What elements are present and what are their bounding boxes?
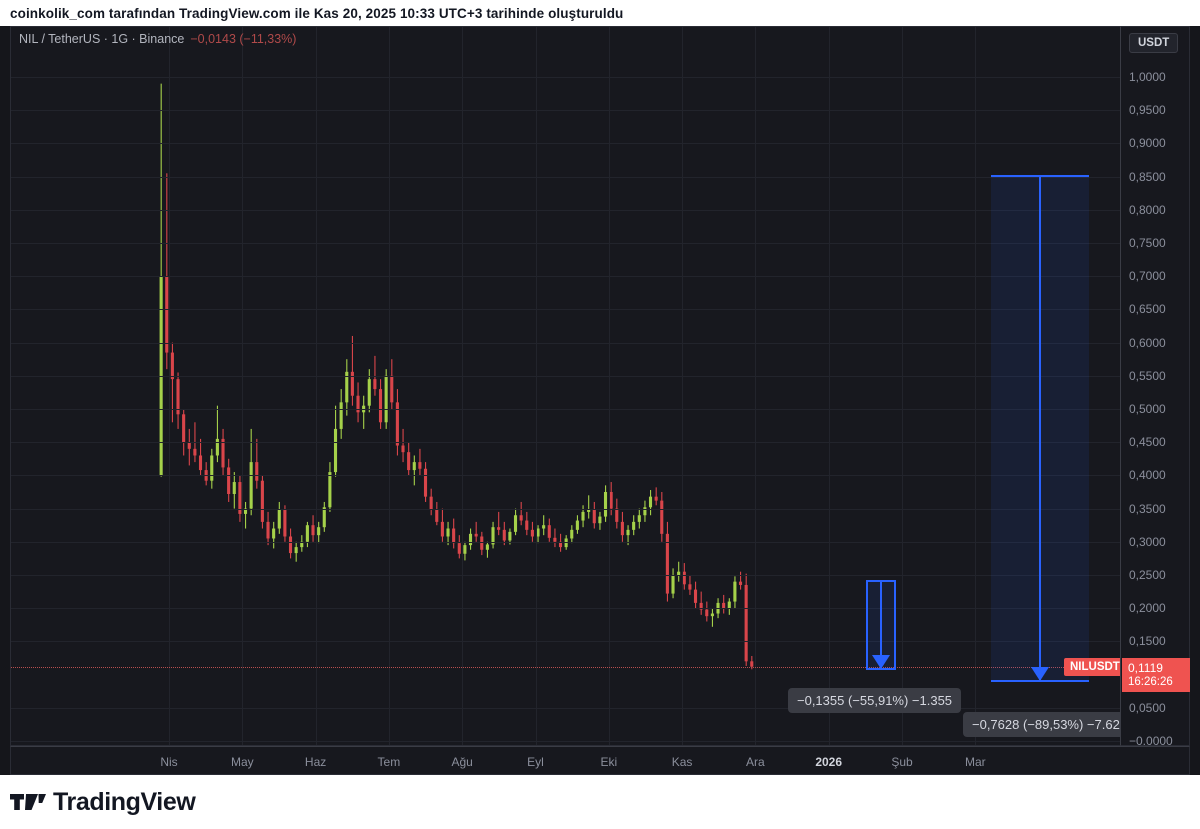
price-tick-label: 0,5500 xyxy=(1129,368,1166,383)
price-tick-label: 0,9500 xyxy=(1129,103,1166,118)
chart-pane[interactable]: NIL / TetherUS · 1G · Binance −0,0143 (−… xyxy=(10,26,1120,746)
price-tick-label: 0,4500 xyxy=(1129,435,1166,450)
time-tick-label: Ara xyxy=(746,755,765,769)
grid-line-horizontal xyxy=(11,243,1120,244)
price-tick-label: 0,3000 xyxy=(1129,534,1166,549)
grid-line-horizontal xyxy=(11,409,1120,410)
price-tick-label: 0,2500 xyxy=(1129,568,1166,582)
price-tick-label: 0,7000 xyxy=(1129,269,1166,284)
attribution-text: coinkolik_com tarafından TradingView.com… xyxy=(10,5,624,21)
measure-stem xyxy=(880,582,882,668)
time-tick-label: Haz xyxy=(304,755,327,769)
grid-line-vertical xyxy=(169,27,170,745)
current-price-badge: 0,1119 16:26:26 xyxy=(1122,657,1190,692)
grid-line-horizontal xyxy=(11,575,1120,576)
legend-change: −0,0143 (−11,33%) xyxy=(190,32,297,46)
grid-line-horizontal xyxy=(11,209,1120,211)
current-price-value: 0,1119 xyxy=(1128,660,1163,675)
price-tick-label: 0,2000 xyxy=(1129,601,1166,616)
time-tick-label: May xyxy=(230,755,254,769)
grid-line-vertical xyxy=(902,27,903,745)
footer: TradingView xyxy=(0,775,1200,829)
measure-arrow-down-icon xyxy=(1031,666,1049,681)
grid-line-horizontal xyxy=(11,707,1120,709)
time-tick-label: Ağu xyxy=(451,755,473,769)
chart-legend: NIL / TetherUS · 1G · Binance −0,0143 (−… xyxy=(19,32,296,46)
current-price-line xyxy=(11,666,1120,668)
grid-line-vertical xyxy=(388,27,390,745)
price-tick-label: 0,6000 xyxy=(1129,335,1166,350)
time-scale[interactable]: Nis May Haz Tem Ağu Eyl Eki Kas Ara 2026 Şub Mar xyxy=(10,746,1190,775)
price-tick-label: 0,3500 xyxy=(1129,501,1166,516)
tradingview-logo[interactable]: TradingView xyxy=(10,787,196,817)
measure-label-2: −0,7628 (−89,53%) −7.628 xyxy=(963,711,1120,737)
grid-line-vertical xyxy=(462,27,464,745)
measure-tool-1[interactable] xyxy=(866,580,896,670)
price-tick-label: 0,1500 xyxy=(1129,634,1166,649)
price-scale[interactable]: USDT 0,1119 16:26:26 1,0000 0,9500 0,9000 0… xyxy=(1120,26,1190,748)
bar-countdown: 16:26:26 xyxy=(1128,675,1173,688)
grid-line-horizontal xyxy=(11,442,1120,444)
grid-line-vertical xyxy=(315,27,317,745)
measure-stem xyxy=(1039,177,1041,680)
time-tick-label: 2026 xyxy=(815,755,843,769)
grid-line-horizontal xyxy=(11,309,1120,311)
grid-line-horizontal xyxy=(11,475,1120,477)
chart-widget: NIL / TetherUS · 1G · Binance −0,0143 (−… xyxy=(0,26,1200,775)
time-tick-label: Şub xyxy=(891,755,913,769)
symbol-price-tag: NILUSDT xyxy=(1064,657,1120,676)
legend-symbol[interactable]: NIL / TetherUS · 1G · Binance xyxy=(19,32,185,46)
grid-line-horizontal xyxy=(11,176,1120,178)
time-tick-label: Eki xyxy=(600,755,618,769)
price-tick-label: 0,8000 xyxy=(1129,202,1166,217)
price-tick-label: −0.0000 xyxy=(1129,734,1173,748)
price-scale-unit[interactable]: USDT xyxy=(1129,33,1179,53)
price-tick-label: 0,0500 xyxy=(1129,700,1166,715)
grid-line-vertical xyxy=(755,27,757,745)
measure-tool-2[interactable] xyxy=(991,175,1089,682)
price-tick-label: 0,9000 xyxy=(1129,136,1166,151)
grid-line-horizontal xyxy=(11,375,1120,377)
time-tick-label: Kas xyxy=(671,755,693,769)
time-tick-label: Tem xyxy=(377,755,401,769)
measure-arrow-down-icon xyxy=(872,655,890,669)
price-tick-label: 0,6500 xyxy=(1129,302,1166,317)
grid-line-vertical xyxy=(608,27,610,745)
time-tick-label: Eyl xyxy=(527,755,544,769)
candlestick-series xyxy=(159,83,754,670)
attribution-bar: coinkolik_com tarafından TradingView.com… xyxy=(0,0,1200,26)
time-tick-label: Mar xyxy=(964,755,986,769)
grid-line-horizontal xyxy=(11,276,1120,278)
grid-line-horizontal xyxy=(11,641,1120,643)
price-tick-label: 0,7500 xyxy=(1129,236,1166,250)
measure-label-1: −0,1355 (−55,91%) −1.355 xyxy=(788,688,962,714)
grid-line-vertical xyxy=(682,27,684,745)
tradingview-mark-icon xyxy=(10,794,46,810)
grid-line-horizontal xyxy=(11,143,1120,145)
grid-line-horizontal xyxy=(11,342,1120,344)
grid-line-vertical xyxy=(242,27,244,745)
grid-line-horizontal xyxy=(11,541,1120,543)
tradingview-wordmark: TradingView xyxy=(53,787,196,816)
grid-line-horizontal xyxy=(11,508,1120,510)
price-tick-label: 0,5000 xyxy=(1129,402,1166,416)
price-tick-label: 0,4000 xyxy=(1129,468,1166,483)
time-tick-label: Nis xyxy=(160,755,178,769)
grid-line-horizontal xyxy=(11,608,1120,610)
price-tick-label: 0,8500 xyxy=(1129,169,1166,184)
grid-line-horizontal xyxy=(11,741,1120,742)
grid-line-vertical xyxy=(828,27,830,745)
grid-line-horizontal xyxy=(11,110,1120,112)
grid-line-vertical xyxy=(975,27,977,745)
grid-line-horizontal xyxy=(11,77,1120,78)
grid-line-vertical xyxy=(535,27,537,745)
price-tick-label: 1,0000 xyxy=(1129,70,1166,84)
